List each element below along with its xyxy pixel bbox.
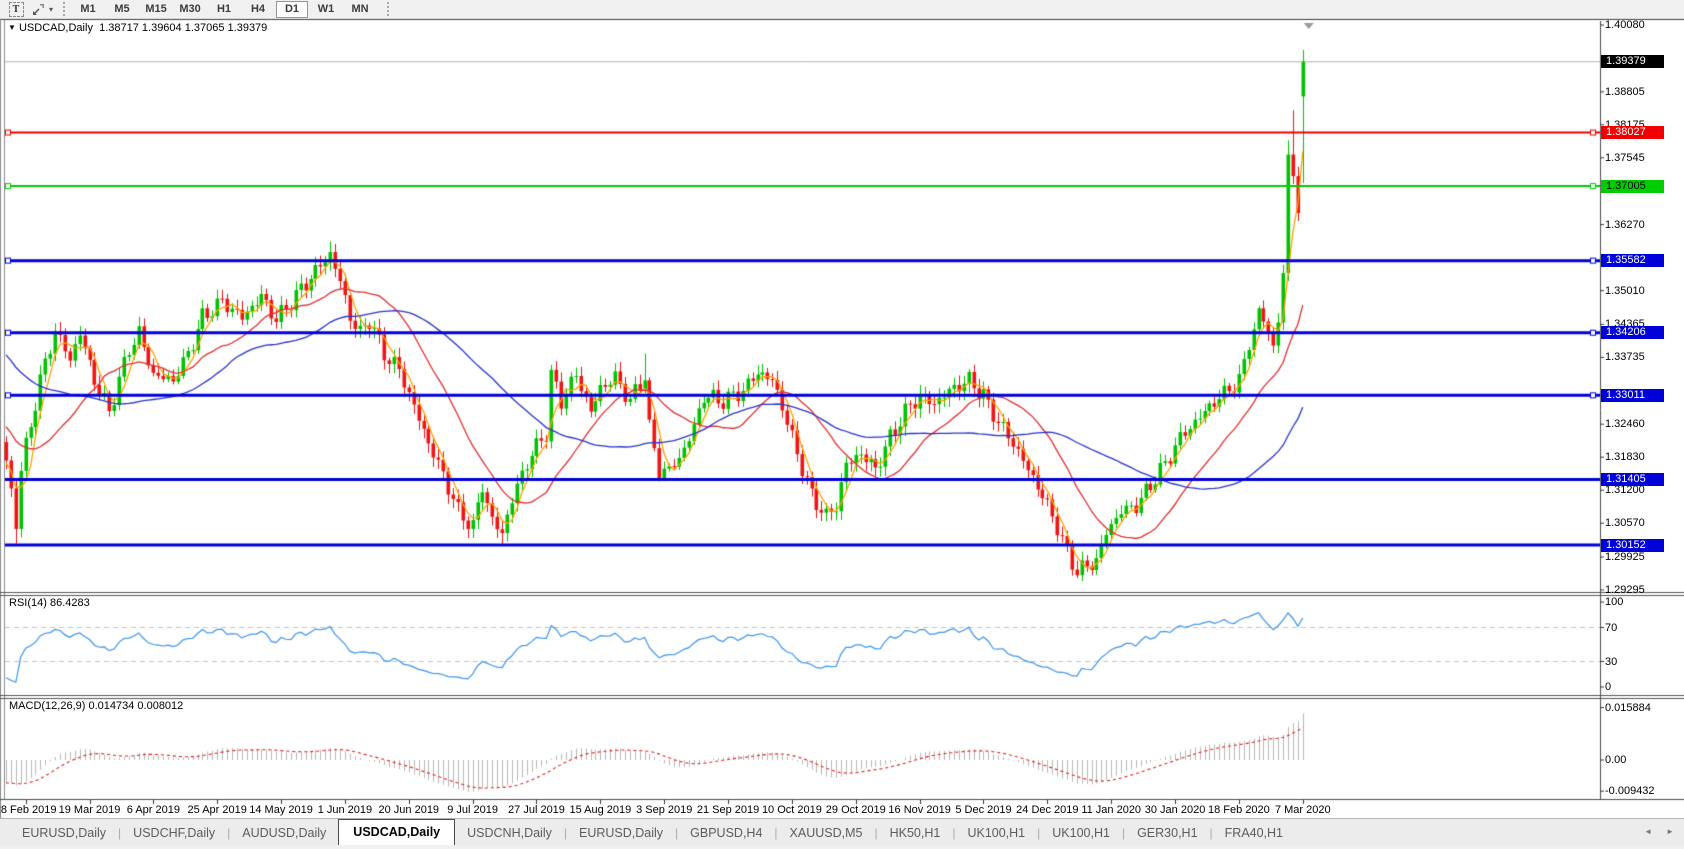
timeframe-button-m1[interactable]: M1 bbox=[80, 2, 96, 15]
chart-tabs: EURUSD,Daily | USDCHF,Daily | AUDUSD,Daily US… bbox=[10, 819, 1295, 845]
timeframe-button-h1[interactable]: H1 bbox=[216, 2, 232, 15]
timeframe-button-mn[interactable]: MN bbox=[351, 2, 369, 15]
top-toolbar: T ▾ M1 M5 M15 M30 H1 H4 D1 W1 MN bbox=[0, 0, 1684, 19]
timeframe-button-m15[interactable]: M15 bbox=[145, 2, 167, 15]
tab-separator: | bbox=[675, 826, 679, 840]
toolbar-grip-end[interactable] bbox=[387, 2, 390, 16]
chart-tab-usdcnh-daily[interactable]: USDCNH,Daily bbox=[467, 826, 552, 840]
chart-tab-fra40-h1[interactable]: FRA40,H1 bbox=[1224, 826, 1284, 840]
timeframe-button-h4[interactable]: H4 bbox=[250, 2, 266, 15]
timeframe-button-m5[interactable]: M5 bbox=[114, 2, 130, 15]
chart-tab-xauusd-m5[interactable]: XAUUSD,M5 bbox=[789, 826, 863, 840]
tab-separator: | bbox=[774, 826, 778, 840]
chart-tab-usdchf-daily[interactable]: USDCHF,Daily bbox=[133, 826, 216, 840]
tab-separator: | bbox=[1209, 826, 1213, 840]
cursor-tool-button[interactable]: ▾ bbox=[32, 1, 53, 18]
chart-canvas[interactable] bbox=[0, 19, 1684, 818]
chart-tab-hk50-h1[interactable]: HK50,H1 bbox=[889, 826, 941, 840]
tab-separator: | bbox=[1037, 826, 1041, 840]
tab-separator: | bbox=[874, 826, 878, 840]
timeframe-button-m30[interactable]: M30 bbox=[179, 2, 201, 15]
tab-scroll-left-icon[interactable]: ◄ bbox=[1644, 827, 1653, 836]
chart-window: ▼ USDCAD,Daily 1.38717 1.39604 1.37065 1… bbox=[0, 19, 1684, 818]
cursor-arrows-icon bbox=[32, 2, 46, 16]
tab-separator: | bbox=[952, 826, 956, 840]
timeframe-button-w1[interactable]: W1 bbox=[317, 2, 335, 15]
chart-tab-usdcad-daily[interactable]: USDCAD,Daily bbox=[338, 819, 456, 845]
chart-tab-audusd-daily[interactable]: AUDUSD,Daily bbox=[242, 826, 327, 840]
tab-scroll-arrows: ◄ ► bbox=[1644, 827, 1674, 836]
tab-separator: | bbox=[227, 826, 231, 840]
timeframe-toolbar: M1 M5 M15 M30 H1 H4 D1 W1 MN bbox=[71, 0, 377, 19]
timeframe-button-d1[interactable]: D1 bbox=[276, 0, 309, 18]
chart-tab-eurusd-daily[interactable]: EURUSD,Daily bbox=[22, 826, 107, 840]
chart-tab-gbpusd-h4[interactable]: GBPUSD,H4 bbox=[690, 826, 763, 840]
text-tool-button[interactable]: T bbox=[6, 1, 26, 18]
chart-tab-ger30-h1[interactable]: GER30,H1 bbox=[1137, 826, 1198, 840]
chart-tab-uk100-h1[interactable]: UK100,H1 bbox=[1052, 826, 1110, 840]
tab-scroll-right-icon[interactable]: ► bbox=[1666, 827, 1674, 836]
tab-separator: | bbox=[1121, 826, 1126, 840]
chart-tab-eurusd-daily[interactable]: EURUSD,Daily bbox=[578, 826, 664, 840]
tab-separator: | bbox=[118, 826, 122, 840]
chart-tab-uk100-h1[interactable]: UK100,H1 bbox=[967, 826, 1026, 840]
dropdown-caret-icon: ▾ bbox=[49, 4, 54, 14]
chart-tabbar: EURUSD,Daily | USDCHF,Daily | AUDUSD,Daily US… bbox=[0, 818, 1684, 845]
text-tool-icon: T bbox=[8, 1, 24, 17]
bottom-strip bbox=[0, 845, 1684, 849]
toolbar-grip[interactable] bbox=[63, 2, 66, 16]
tab-separator: | bbox=[563, 826, 567, 840]
